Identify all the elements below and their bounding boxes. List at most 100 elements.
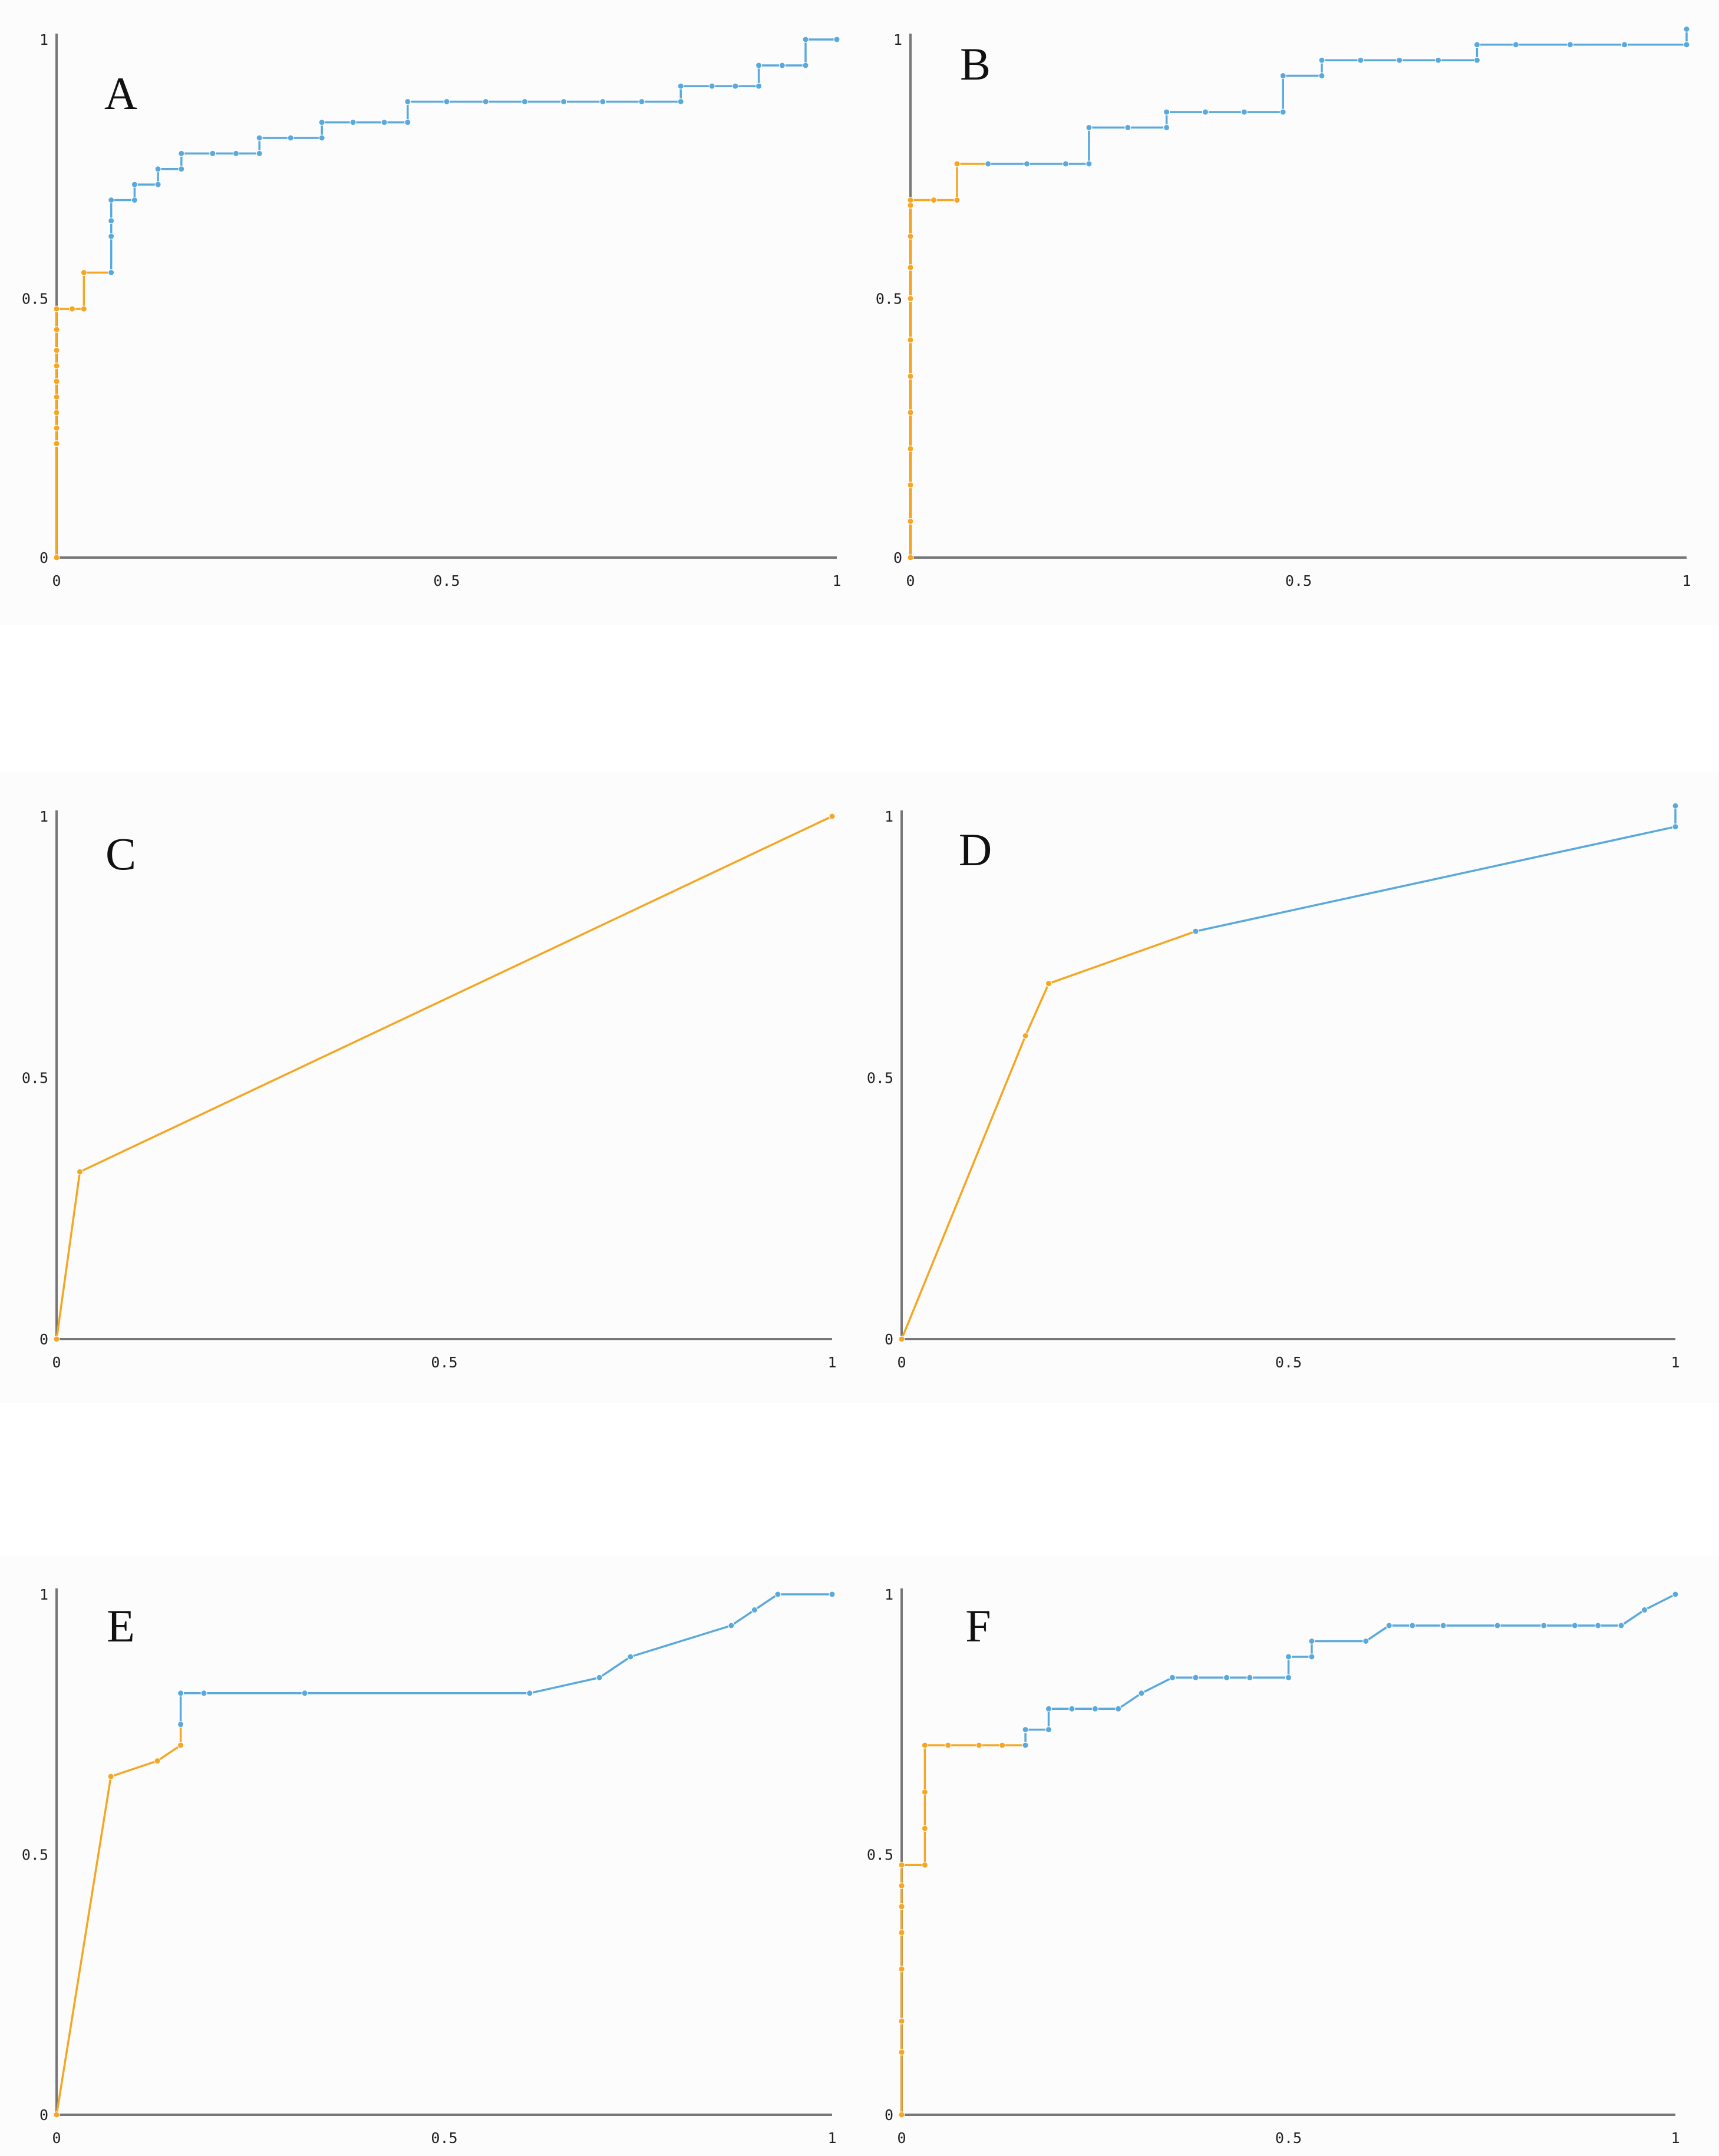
data-point-blue — [1473, 57, 1480, 64]
x-tick-label: 0.5 — [431, 2129, 457, 2147]
data-point-blue — [301, 1690, 308, 1697]
data-point-orange — [53, 409, 60, 416]
data-point-orange — [898, 1861, 905, 1868]
data-point-orange — [907, 233, 914, 240]
data-point-orange — [53, 326, 60, 333]
x-tick-label: 1 — [827, 2129, 836, 2147]
data-point-blue — [1683, 25, 1690, 32]
data-point-blue — [1163, 108, 1170, 116]
data-point-blue — [1045, 1705, 1052, 1712]
data-point-orange — [898, 1966, 905, 1973]
y-tick-label: 1 — [39, 31, 48, 48]
data-point-blue — [708, 83, 715, 90]
data-point-orange — [80, 269, 87, 276]
data-point-orange — [953, 197, 961, 203]
y-tick-label: 0 — [39, 549, 48, 566]
data-point-orange — [999, 1742, 1006, 1749]
data-point-blue — [1169, 1674, 1176, 1681]
data-point-blue — [1396, 57, 1403, 64]
y-tick-label: 0.5 — [876, 291, 902, 308]
data-point-blue — [404, 119, 411, 126]
y-tick-label: 0 — [39, 1331, 48, 1348]
data-point-blue — [1494, 1622, 1501, 1629]
data-point-orange — [975, 1742, 982, 1749]
data-point-blue — [131, 181, 138, 188]
data-point-blue — [1683, 41, 1690, 48]
panel-letter: A — [104, 68, 137, 119]
data-point-blue — [677, 83, 684, 90]
data-point-orange — [898, 1929, 905, 1936]
data-point-blue — [1512, 41, 1519, 48]
data-point-blue — [829, 1591, 836, 1598]
data-point-blue — [177, 1690, 184, 1697]
y-tick-label: 1 — [39, 1586, 48, 1603]
data-point-blue — [778, 62, 786, 69]
data-point-orange — [53, 554, 60, 561]
data-point-orange — [80, 305, 87, 312]
data-point-blue — [1672, 1591, 1679, 1598]
series-line-orange — [900, 1744, 1026, 2115]
data-point-blue — [1595, 1622, 1602, 1629]
data-point-blue — [1163, 124, 1170, 131]
x-tick-label: 0 — [897, 2129, 906, 2147]
panel-e: 0 0.5 1 0 0.5 1 E — [0, 1556, 849, 2156]
data-point-orange — [898, 1883, 905, 1889]
data-point-blue — [233, 150, 239, 157]
data-point-blue — [774, 1591, 781, 1598]
data-point-orange — [907, 409, 914, 416]
data-point-blue — [482, 98, 489, 105]
data-point-blue — [1085, 160, 1093, 167]
data-point-orange — [1045, 980, 1052, 987]
data-point-blue — [287, 134, 294, 141]
data-point-blue — [1357, 57, 1364, 64]
data-point-orange — [77, 1168, 83, 1175]
data-point-orange — [898, 1336, 905, 1343]
data-point-orange — [907, 197, 914, 203]
data-point-blue — [1318, 57, 1325, 64]
data-point-orange — [907, 445, 914, 452]
data-point-orange — [53, 2111, 60, 2118]
y-tick-label: 1 — [39, 808, 48, 825]
x-tick-label: 0 — [52, 1354, 61, 1371]
data-point-blue — [1124, 124, 1131, 131]
data-point-blue — [1621, 41, 1628, 48]
y-tick-label: 1 — [885, 1586, 893, 1603]
data-point-blue — [755, 62, 763, 69]
x-tick-label: 1 — [1671, 1354, 1680, 1371]
data-point-orange — [921, 1742, 928, 1749]
data-point-blue — [627, 1653, 634, 1660]
panel-letter: F — [965, 1600, 991, 1651]
data-point-orange — [107, 1773, 114, 1780]
data-point-orange — [53, 305, 60, 312]
data-point-blue — [209, 150, 216, 157]
data-point-orange — [53, 347, 60, 354]
data-point-blue — [154, 181, 161, 188]
data-point-blue — [1362, 1638, 1370, 1644]
data-point-blue — [1068, 1705, 1075, 1712]
data-point-blue — [108, 197, 115, 203]
data-point-orange — [898, 2017, 905, 2025]
y-tick-label: 0 — [893, 549, 902, 566]
data-point-blue — [1308, 1638, 1315, 1644]
data-point-orange — [898, 1903, 905, 1910]
x-tick-label: 0 — [52, 572, 61, 589]
data-point-orange — [53, 440, 60, 447]
data-point-orange — [921, 1825, 928, 1832]
data-point-blue — [177, 1721, 184, 1728]
x-tick-label: 1 — [1671, 2129, 1680, 2147]
data-point-blue — [1022, 1726, 1029, 1733]
data-point-orange — [907, 295, 914, 302]
x-tick-label: 0.5 — [431, 1354, 457, 1371]
x-tick-label: 0 — [897, 1354, 906, 1371]
data-point-blue — [1308, 1653, 1315, 1660]
data-point-orange — [953, 160, 961, 167]
data-point-orange — [1022, 1033, 1029, 1039]
data-point-orange — [907, 372, 914, 380]
data-point-blue — [1115, 1705, 1122, 1712]
data-point-orange — [907, 337, 914, 344]
x-tick-label: 0.5 — [1285, 572, 1312, 589]
y-tick-label: 0.5 — [22, 1070, 48, 1087]
panel-d: 0 0.5 1 0 0.5 1 D — [849, 772, 1719, 1403]
data-point-orange — [53, 1336, 60, 1343]
